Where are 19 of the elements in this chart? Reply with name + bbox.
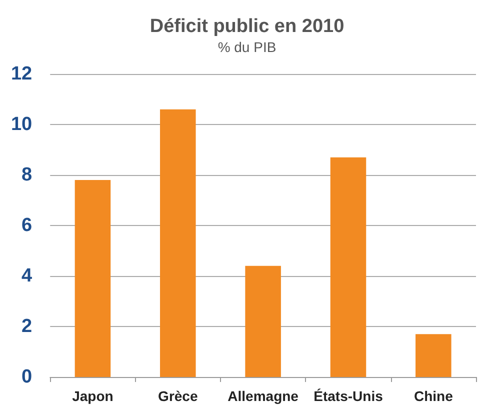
y-tick-label: 2 bbox=[22, 316, 32, 337]
x-tick-label: États-Unis bbox=[314, 388, 384, 404]
bar bbox=[330, 157, 366, 377]
y-tick-label: 12 bbox=[10, 64, 32, 84]
bar bbox=[74, 180, 111, 377]
y-tick-label: 4 bbox=[22, 266, 33, 286]
y-tick-label: 8 bbox=[22, 164, 32, 186]
y-tick-label: 10 bbox=[10, 114, 32, 135]
bar bbox=[245, 266, 281, 377]
bar bbox=[160, 109, 196, 377]
bar bbox=[416, 334, 452, 377]
y-tick-label: 6 bbox=[22, 215, 32, 236]
x-tick-label: Grèce bbox=[158, 388, 198, 404]
x-tick-label: Japon bbox=[72, 388, 114, 404]
x-tick-label: Allemagne bbox=[228, 388, 299, 404]
x-tick-label: Chine bbox=[414, 388, 454, 404]
chart-subtitle: % du PIB bbox=[218, 39, 276, 55]
chart-title: Déficit public en 2010 bbox=[150, 16, 344, 37]
y-tick-label: 0 bbox=[22, 366, 32, 388]
